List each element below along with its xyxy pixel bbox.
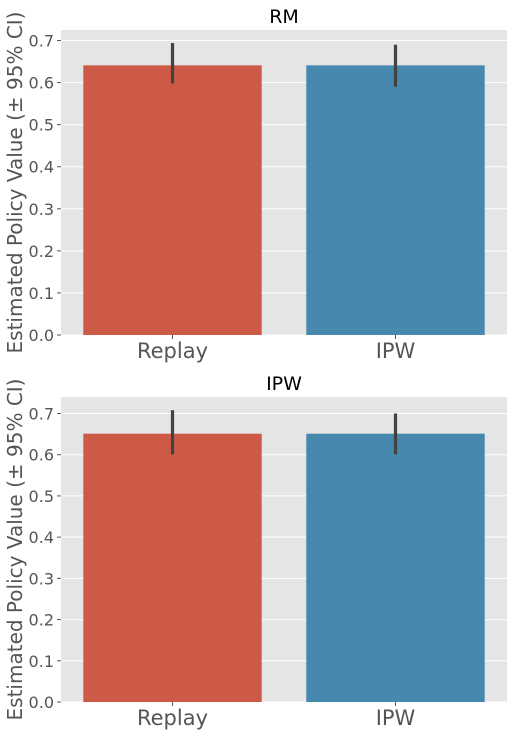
y-tick-label: 0.1 (29, 652, 54, 671)
y-tick-label: 0.1 (29, 284, 54, 303)
y-tick-labels: 0.0 0.1 0.2 0.3 0.4 0.5 0.6 0.7 (29, 32, 61, 345)
y-tick-label: 0.6 (29, 74, 54, 93)
x-tick-labels: Replay IPW (137, 335, 416, 363)
y-tick-label: 0.0 (29, 326, 54, 345)
y-tick-label: 0.5 (29, 487, 54, 506)
y-tick-labels: 0.0 0.1 0.2 0.3 0.4 0.5 0.6 0.7 (29, 404, 61, 712)
x-tick-label: Replay (137, 339, 208, 363)
chart-title: IPW (266, 373, 302, 395)
bar-ipw (306, 433, 485, 702)
subplot-rm: 0.0 0.1 0.2 0.3 0.4 0.5 0.6 0.7 Replay IPW RM Es… (3, 6, 507, 363)
bar-replay (83, 65, 262, 336)
x-tick-label: Replay (137, 706, 208, 730)
bar-replay (83, 433, 262, 702)
y-tick-label: 0.5 (29, 116, 54, 135)
chart-title: RM (269, 6, 299, 28)
error-bars (170, 410, 398, 455)
bar-ipw (306, 65, 485, 336)
x-tick-labels: Replay IPW (137, 702, 416, 730)
y-tick-label: 0.6 (29, 446, 54, 465)
y-tick-label: 0.2 (29, 611, 54, 630)
bars (83, 433, 485, 702)
y-tick-label: 0.4 (29, 528, 54, 547)
y-tick-label: 0.3 (29, 200, 54, 219)
y-axis-label: Estimated Policy Value (± 95% CI) (3, 12, 27, 354)
y-tick-label: 0.7 (29, 32, 54, 51)
y-tick-label: 0.2 (29, 242, 54, 261)
x-tick-label: IPW (376, 706, 416, 730)
subplot-ipw: 0.0 0.1 0.2 0.3 0.4 0.5 0.6 0.7 Replay IPW IPW E… (3, 373, 507, 730)
bars (83, 65, 485, 336)
y-tick-label: 0.0 (29, 693, 54, 712)
y-tick-label: 0.7 (29, 404, 54, 423)
y-tick-label: 0.3 (29, 569, 54, 588)
error-bars (170, 43, 398, 87)
x-tick-label: IPW (376, 339, 416, 363)
y-tick-label: 0.4 (29, 158, 54, 177)
y-axis-label: Estimated Policy Value (± 95% CI) (3, 379, 27, 721)
